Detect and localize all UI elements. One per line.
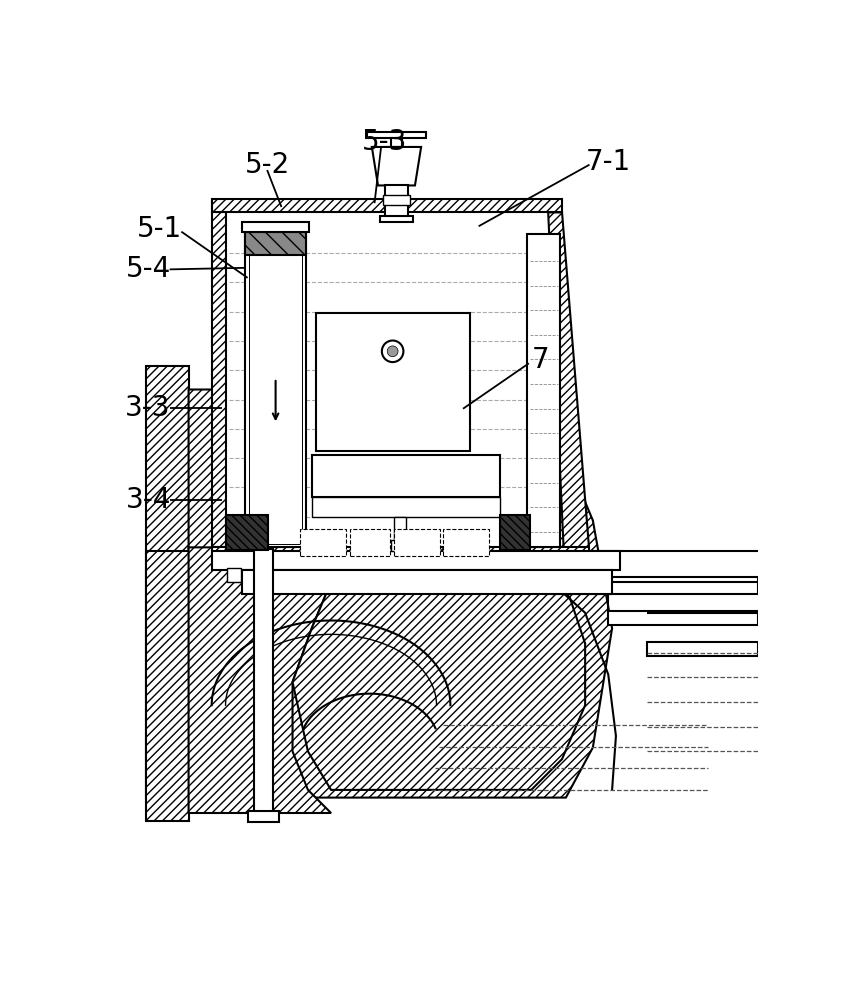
Text: 3-4: 3-4 [125,486,170,514]
Polygon shape [548,212,588,547]
Text: 5-1: 5-1 [137,215,182,243]
Bar [385,185,408,220]
Text: 5-3: 5-3 [361,128,407,156]
Text: 3-3: 3-3 [125,394,170,422]
Circle shape [387,346,398,357]
Polygon shape [188,389,611,798]
Polygon shape [371,147,420,185]
Bar [527,234,560,547]
Bar [646,642,758,656]
Bar [350,529,390,556]
Bar [546,577,758,594]
Bar [254,549,273,813]
Bar [245,232,306,547]
Bar [247,811,279,822]
Bar [212,551,619,570]
Text: 7-1: 7-1 [586,148,630,176]
Bar [242,570,611,594]
Polygon shape [146,366,188,798]
Polygon shape [188,547,331,813]
Bar [225,212,548,547]
Polygon shape [292,547,584,790]
Bar [242,222,308,232]
Bar [442,529,489,556]
Bar [227,568,241,582]
Polygon shape [212,547,588,559]
Bar [391,138,402,147]
Text: 5-2: 5-2 [244,151,289,179]
Polygon shape [212,212,225,547]
Polygon shape [500,515,529,550]
Bar [391,540,409,551]
Polygon shape [245,232,306,255]
Text: 5-4: 5-4 [125,255,170,283]
Bar [367,132,425,138]
Bar [249,235,301,544]
Polygon shape [146,551,188,821]
Polygon shape [212,199,561,212]
Bar [393,529,440,556]
Bar [311,455,500,497]
Bar [379,216,413,222]
Bar [393,517,406,540]
Bar [608,611,758,625]
Bar [316,312,469,451]
Circle shape [381,341,403,362]
Bar [311,497,500,517]
Bar [382,195,410,205]
Polygon shape [225,515,268,550]
Text: 7: 7 [531,346,549,374]
Bar [300,529,346,556]
